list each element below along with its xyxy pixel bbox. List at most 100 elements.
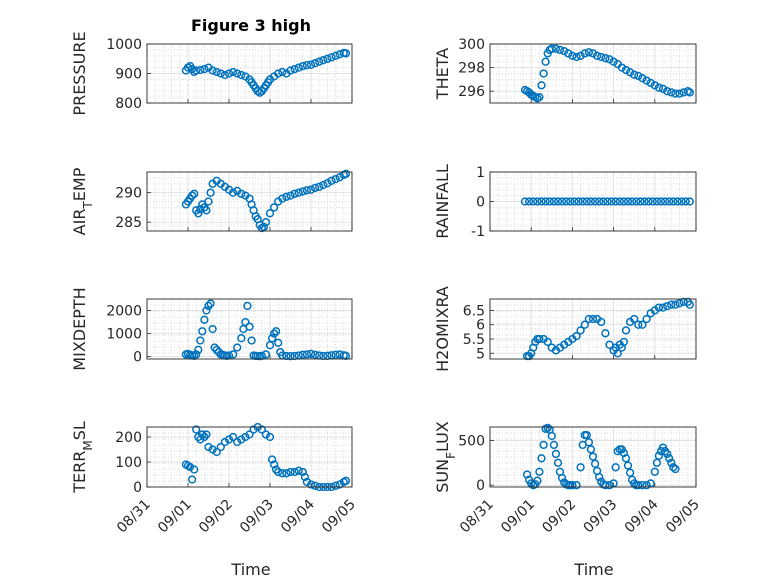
data-point — [224, 69, 234, 78]
data-point — [202, 206, 211, 215]
data-point — [671, 89, 680, 98]
data-point — [572, 331, 581, 341]
data-point — [212, 67, 221, 77]
data-point — [245, 430, 254, 439]
data-point — [208, 445, 217, 454]
data-point — [341, 49, 351, 58]
x-tick-label: 09/01 — [498, 497, 538, 537]
series-markers — [181, 422, 351, 492]
data-point — [665, 454, 674, 463]
data-point — [298, 350, 307, 359]
data-point — [274, 338, 283, 347]
data-point — [588, 314, 598, 324]
data-point — [286, 352, 295, 361]
data-point — [671, 300, 680, 309]
data-point — [557, 197, 567, 206]
data-point — [638, 320, 647, 329]
data-point — [619, 337, 629, 347]
data-point — [335, 173, 344, 182]
data-point — [572, 52, 581, 62]
data-point — [663, 449, 672, 459]
data-point — [671, 464, 680, 474]
data-point — [310, 350, 320, 359]
data-point — [220, 70, 230, 80]
data-point — [194, 209, 203, 218]
data-point — [652, 197, 662, 206]
x-tick-label: 09/01 — [155, 497, 195, 537]
data-point — [630, 314, 639, 324]
data-point — [621, 454, 631, 463]
axes-box — [489, 171, 697, 232]
data-point — [642, 76, 651, 85]
data-point — [685, 300, 694, 309]
data-point — [560, 46, 569, 56]
data-point — [613, 349, 622, 358]
data-point — [617, 63, 626, 72]
data-point — [537, 197, 546, 206]
y-tick-label: 5.5 — [463, 332, 485, 348]
data-point — [555, 45, 565, 55]
data-point — [547, 44, 556, 53]
data-point — [541, 197, 550, 206]
data-point — [294, 188, 303, 197]
data-point — [588, 452, 598, 461]
data-point — [658, 303, 668, 312]
data-point — [302, 61, 312, 70]
data-point — [685, 197, 694, 206]
data-point — [327, 53, 336, 62]
data-point — [286, 66, 295, 75]
data-point — [529, 197, 538, 206]
data-point — [319, 180, 328, 190]
data-point — [642, 481, 651, 490]
y-tick-label: 1000 — [106, 37, 142, 53]
y-tick-label: -1 — [471, 224, 485, 240]
data-point — [601, 329, 610, 338]
data-point — [562, 197, 571, 206]
data-point — [269, 460, 279, 469]
data-point — [269, 329, 279, 338]
data-point — [208, 66, 217, 75]
data-point — [584, 438, 594, 447]
data-point — [243, 301, 252, 311]
data-point — [681, 197, 690, 206]
x-tick-label: 09/05 — [663, 497, 703, 537]
data-point — [535, 467, 544, 476]
series-markers — [181, 169, 351, 233]
data-point — [247, 336, 256, 345]
data-point — [625, 468, 635, 477]
data-point — [278, 67, 287, 77]
data-point — [582, 197, 591, 206]
data-point — [274, 467, 283, 477]
data-point — [654, 303, 664, 312]
data-point — [638, 74, 647, 83]
data-point — [621, 326, 631, 335]
data-point — [202, 430, 211, 439]
data-point — [568, 51, 577, 60]
data-point — [190, 189, 199, 198]
data-point — [673, 197, 682, 206]
data-point — [551, 449, 561, 459]
data-point — [677, 197, 686, 206]
y-axis-label: PRESSURE — [70, 31, 89, 115]
data-point — [543, 423, 552, 433]
data-point — [310, 59, 320, 68]
data-point — [331, 481, 340, 490]
data-point — [233, 437, 242, 447]
data-point — [216, 69, 225, 78]
data-point — [237, 435, 246, 444]
data-point — [200, 64, 209, 74]
data-point — [644, 197, 653, 206]
data-point — [658, 84, 668, 93]
data-point — [584, 48, 594, 57]
subplot-2: 296 298 300 THETA — [433, 37, 697, 104]
x-tick-label: 08/31 — [457, 497, 497, 537]
y-tick-label: 300 — [458, 37, 485, 53]
data-point — [204, 197, 213, 206]
data-point — [551, 44, 561, 53]
y-tick-label: 1 — [476, 165, 485, 181]
data-point — [228, 67, 238, 77]
data-point — [298, 187, 307, 196]
y-tick-label: 290 — [115, 186, 142, 202]
data-point — [192, 66, 201, 75]
